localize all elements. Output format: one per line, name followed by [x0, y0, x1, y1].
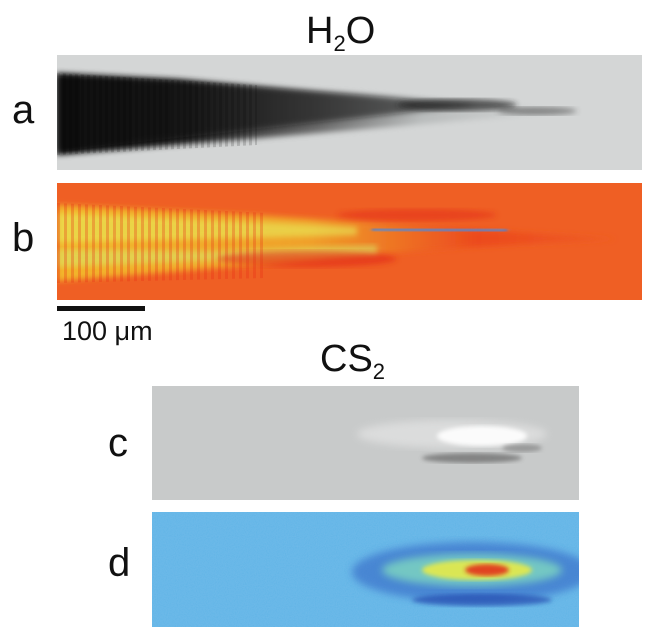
panel-d-image [152, 512, 579, 627]
h2o-title: H2O [306, 10, 376, 56]
panel-a-image [57, 55, 642, 170]
scale-bar [57, 306, 145, 311]
cs2-title: CS2 [320, 338, 386, 384]
panel-b-image [57, 183, 642, 300]
panel-d-label: d [108, 541, 131, 585]
scale-bar-label: 100 μm [62, 316, 153, 346]
panel-b-label: b [12, 216, 35, 260]
panel-c-image [152, 386, 579, 500]
panel-c-label: c [108, 421, 128, 465]
panel-a-label: a [12, 88, 35, 132]
